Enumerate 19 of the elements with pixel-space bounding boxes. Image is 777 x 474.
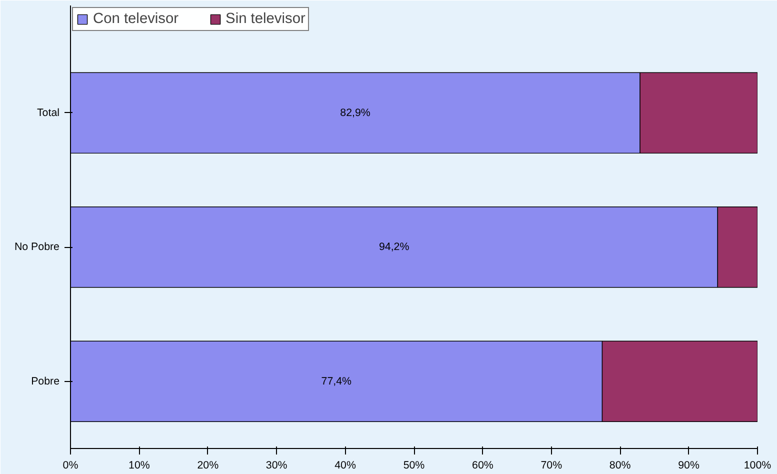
x-tick-label: 0% bbox=[62, 460, 79, 472]
legend-label: Con televisor bbox=[93, 11, 179, 27]
x-tick-label: 60% bbox=[472, 460, 494, 472]
data-label: 94,2% bbox=[378, 241, 410, 254]
y-tick-label: No Pobre bbox=[14, 241, 60, 254]
data-label: 77,4% bbox=[321, 375, 352, 388]
x-tick-label: 40% bbox=[334, 460, 356, 472]
x-tick-label: 100% bbox=[744, 460, 772, 472]
y-tick-label: Total bbox=[36, 106, 60, 119]
x-tick-label: 70% bbox=[540, 460, 563, 472]
legend-label: Sin televisor bbox=[226, 11, 306, 27]
x-tick-label: 90% bbox=[678, 460, 700, 472]
data-label: 82,9% bbox=[340, 106, 371, 119]
x-tick-label: 50% bbox=[403, 460, 426, 472]
x-tick-label: 80% bbox=[609, 460, 632, 472]
x-tick-label: 10% bbox=[128, 460, 150, 472]
x-tick-label: 20% bbox=[197, 460, 220, 472]
x-tick-label: 30% bbox=[266, 460, 288, 472]
y-tick-label: Pobre bbox=[31, 375, 60, 388]
